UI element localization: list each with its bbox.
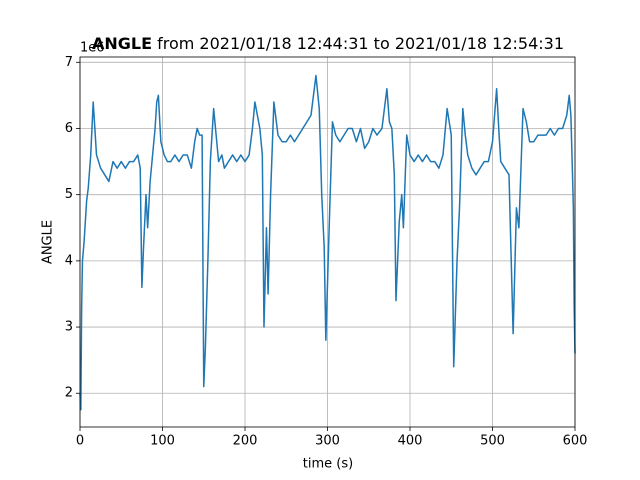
x-tick-label: 100 [150,434,175,449]
plot-frame [79,56,576,428]
y-axis-label: ANGLE [41,220,56,264]
y-tick-label: 5 [65,187,73,202]
x-tick-label: 300 [315,434,340,449]
y-tick-label: 2 [65,386,73,401]
x-tick-label: 200 [233,434,258,449]
offset-text: 1e6 [80,41,105,56]
y-tick-label: 6 [65,121,73,136]
x-tick-label: 400 [398,434,423,449]
title-rest: from 2021/01/18 12:44:31 to 2021/01/18 1… [157,34,564,53]
x-tick-label: 600 [563,434,588,449]
data-line [79,74,576,411]
y-tick-label: 3 [65,320,73,335]
x-tick-label: 0 [76,434,84,449]
y-tick-label: 7 [65,55,73,70]
chart-title: ANGLE from 2021/01/18 12:44:31 to 2021/0… [92,34,564,53]
x-axis-label: time (s) [303,457,353,472]
y-tick-label: 4 [65,253,73,268]
x-tick-label: 500 [480,434,505,449]
title-bold: ANGLE [92,34,152,53]
